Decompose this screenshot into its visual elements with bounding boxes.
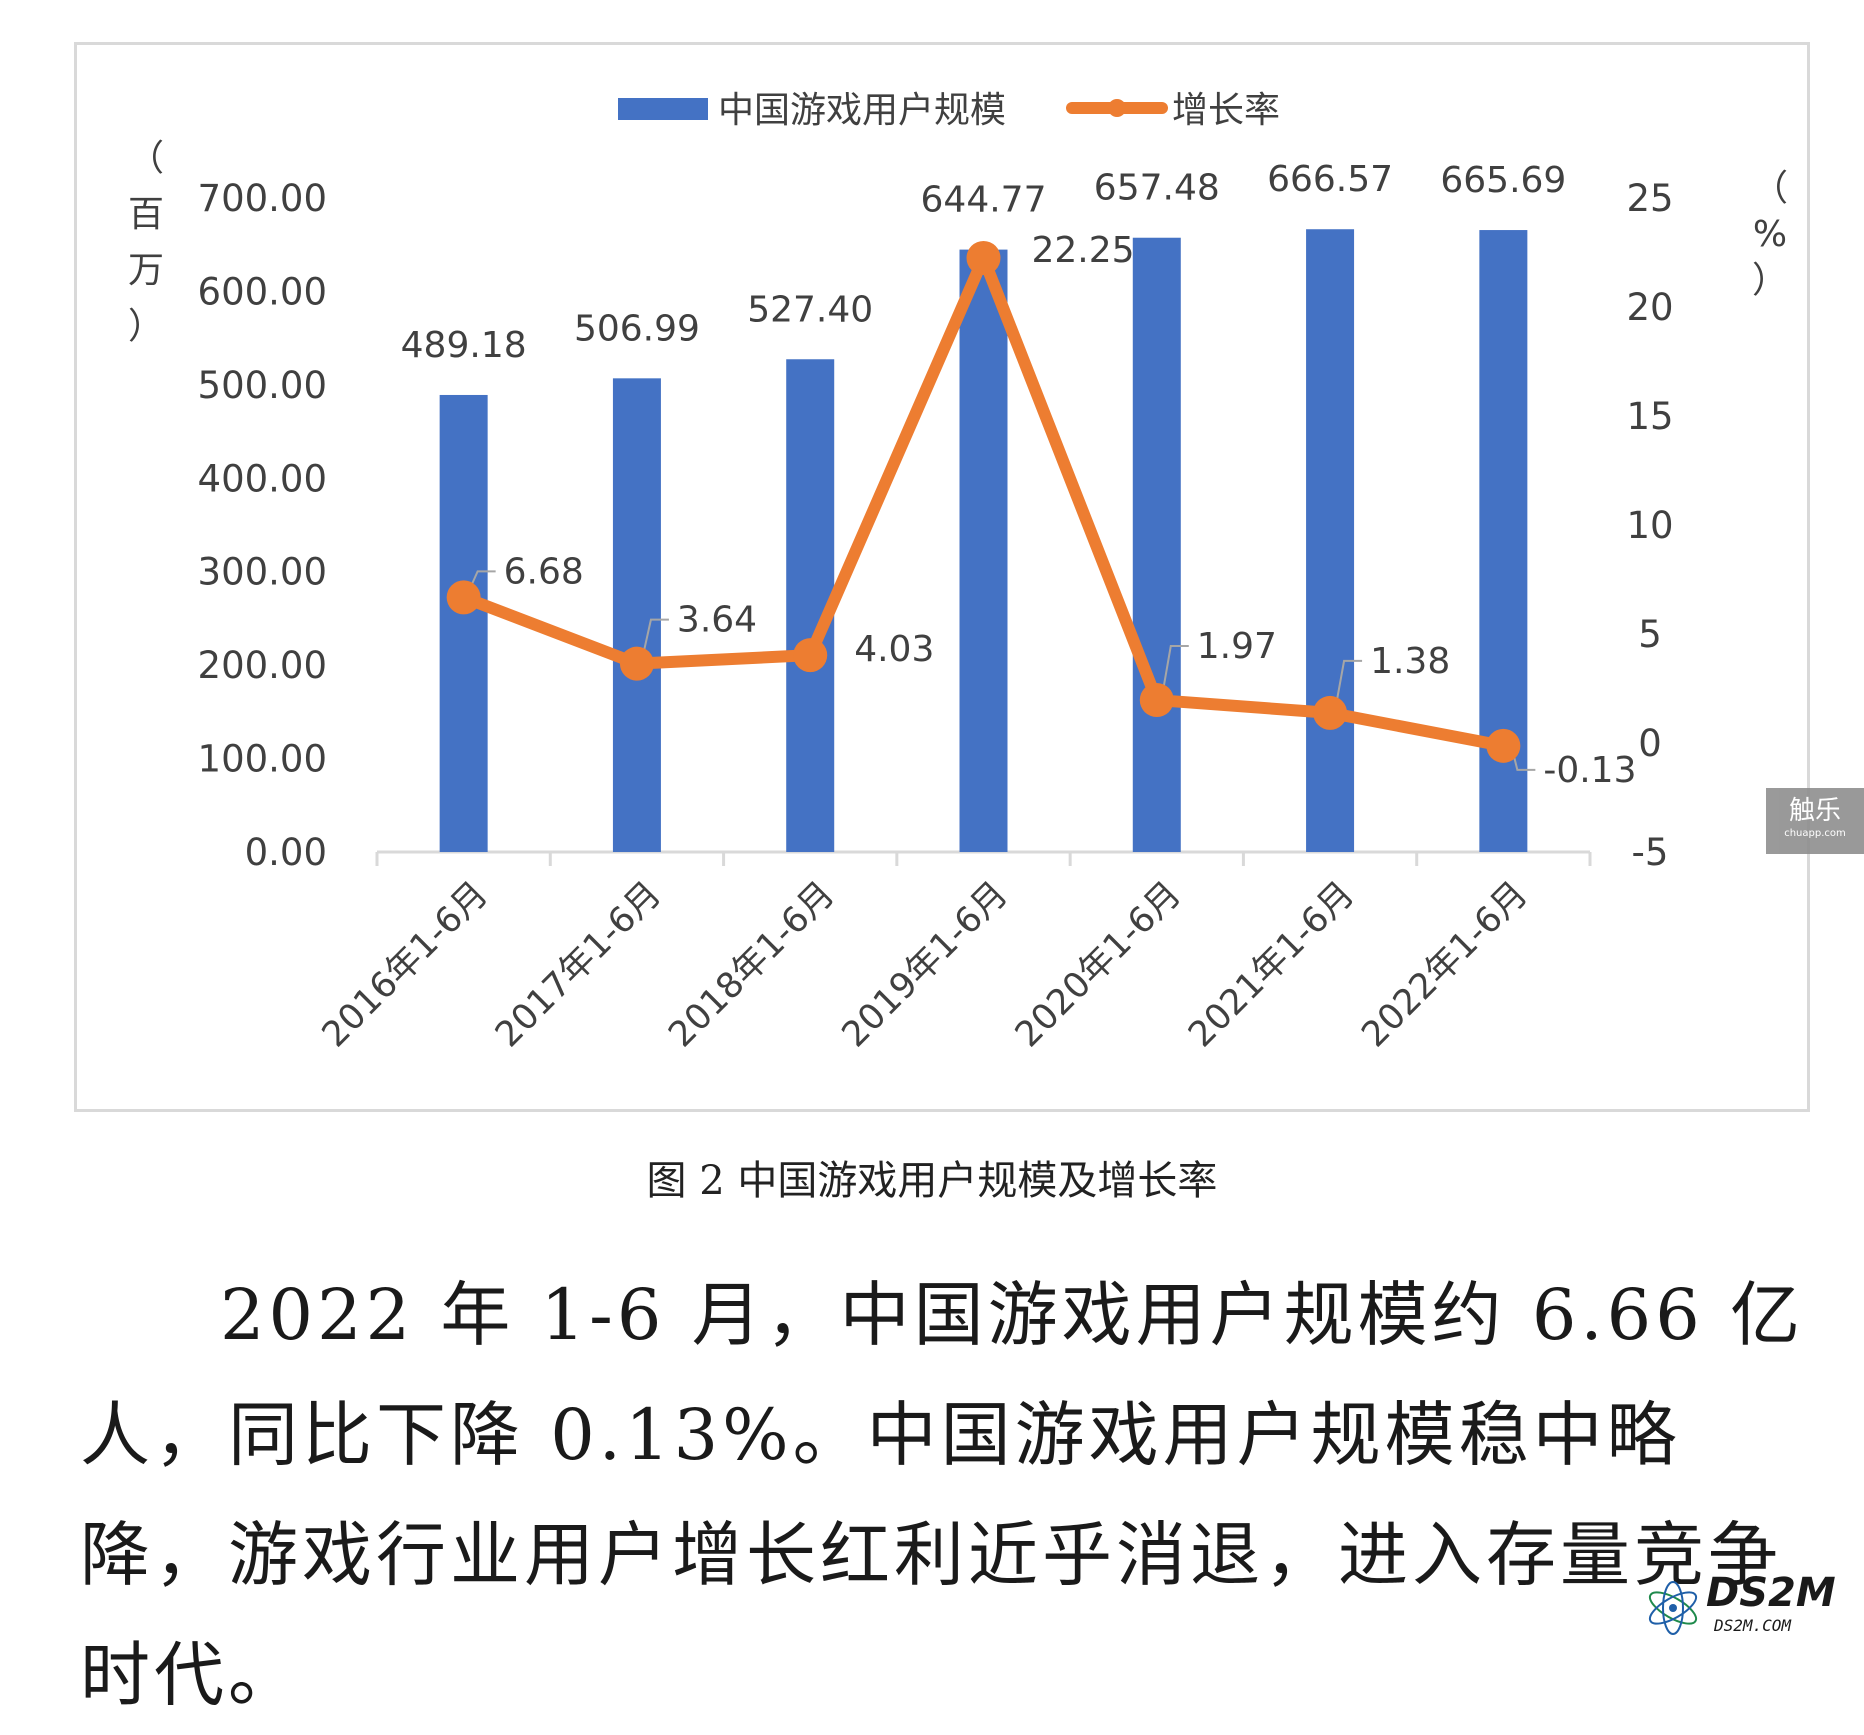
category-label: 2022年1-6月	[1355, 874, 1536, 1055]
growth-rate-point	[966, 240, 1001, 275]
bar	[1306, 229, 1355, 853]
left-axis-tick-label: 400.00	[198, 457, 327, 500]
bar-value-label: 489.18	[401, 325, 527, 366]
growth-rate-value-label: 22.25	[1032, 230, 1135, 271]
right-axis-unit-label: %	[1753, 214, 1787, 255]
left-axis-unit-label: （	[128, 138, 164, 179]
data-label-leader-line	[641, 618, 669, 656]
growth-rate-point	[619, 646, 654, 681]
chule-watermark-text: 触乐	[1788, 796, 1841, 826]
bar-value-label: 665.69	[1440, 160, 1566, 201]
category-label: 2018年1-6月	[661, 874, 842, 1055]
chule-watermark-url: chuapp.com	[1784, 828, 1846, 839]
ds2m-watermark-text: DS2M	[1706, 1570, 1836, 1616]
bar-value-label: 666.57	[1267, 159, 1393, 200]
right-axis-tick-label: -5	[1632, 831, 1669, 874]
left-axis-tick-label: 300.00	[198, 551, 327, 594]
left-axis-tick-label: 600.00	[198, 270, 327, 313]
atom-logo-icon	[1648, 1581, 1698, 1635]
data-label-leader-line	[1161, 645, 1189, 693]
growth-rate-value-label: 1.97	[1197, 626, 1277, 667]
right-axis-tick-label: 10	[1626, 504, 1673, 547]
category-label: 2016年1-6月	[315, 874, 496, 1055]
left-axis-tick-label: 0.00	[245, 831, 327, 874]
bar-value-label: 527.40	[747, 289, 873, 330]
bar-value-label: 506.99	[574, 308, 700, 349]
bar	[959, 249, 1008, 853]
growth-rate-point	[1313, 695, 1348, 730]
right-axis-tick-label: 25	[1626, 177, 1673, 220]
left-axis-tick-label: 700.00	[198, 177, 327, 220]
category-label: 2021年1-6月	[1181, 874, 1362, 1055]
legend-line-marker	[1108, 99, 1126, 117]
left-axis-tick-label: 200.00	[198, 644, 327, 687]
growth-rate-value-label: 4.03	[854, 629, 934, 670]
right-axis-tick-label: 0	[1638, 722, 1662, 765]
combo-chart: 0.00 100.00 200.00 300.00 400.00 500.00 600.00…	[128, 90, 1788, 1055]
chart-frame	[74, 42, 1810, 1112]
ds2m-watermark: DS2M DS2M.COM	[1640, 1570, 1864, 1642]
category-label: 2017年1-6月	[488, 874, 669, 1055]
category-label: 2019年1-6月	[835, 874, 1016, 1055]
growth-rate-value-label: 1.38	[1370, 641, 1450, 682]
right-axis-unit-label: （	[1752, 168, 1788, 209]
left-axis-unit-label: 万	[128, 250, 164, 291]
growth-rate-point	[793, 638, 828, 673]
right-axis-tick-label: 5	[1638, 613, 1662, 656]
growth-rate-point	[1486, 728, 1521, 763]
legend-bar-label: 中国游戏用户规模	[718, 90, 1006, 131]
legend-line-label: 增长率	[1172, 90, 1280, 131]
left-axis-unit-label: ）	[128, 306, 164, 347]
bar-value-label: 644.77	[921, 180, 1047, 221]
growth-rate-value-label: 3.64	[677, 600, 757, 641]
data-label-leader-line	[1335, 659, 1363, 706]
legend-bar-swatch	[618, 98, 708, 120]
bar	[439, 394, 488, 852]
ds2m-watermark-url: DS2M.COM	[1714, 1616, 1792, 1635]
left-axis-unit-label: 百	[128, 194, 164, 235]
chule-watermark: 触乐 chuapp.com	[1766, 788, 1864, 854]
category-label: 2020年1-6月	[1008, 874, 1189, 1055]
body-paragraph: 2022 年 1-6 月，中国游戏用户规模约 6.66 亿人，同比下降 0.13…	[80, 1274, 1804, 1716]
left-axis-tick-label: 500.00	[198, 364, 327, 407]
bar	[1132, 237, 1181, 852]
bar-value-label: 657.48	[1094, 168, 1220, 209]
growth-rate-value-label: -0.13	[1543, 750, 1636, 791]
right-axis-tick-label: 20	[1626, 286, 1673, 329]
right-axis-tick-label: 15	[1626, 395, 1673, 438]
bar	[612, 378, 661, 852]
right-axis-unit-label: ）	[1752, 260, 1788, 301]
figure-caption: 图 2 中国游戏用户规模及增长率	[646, 1158, 1218, 1204]
growth-rate-point	[446, 580, 481, 615]
left-axis-tick-label: 100.00	[198, 738, 327, 781]
growth-rate-point	[1139, 683, 1174, 718]
growth-rate-value-label: 6.68	[504, 551, 584, 592]
